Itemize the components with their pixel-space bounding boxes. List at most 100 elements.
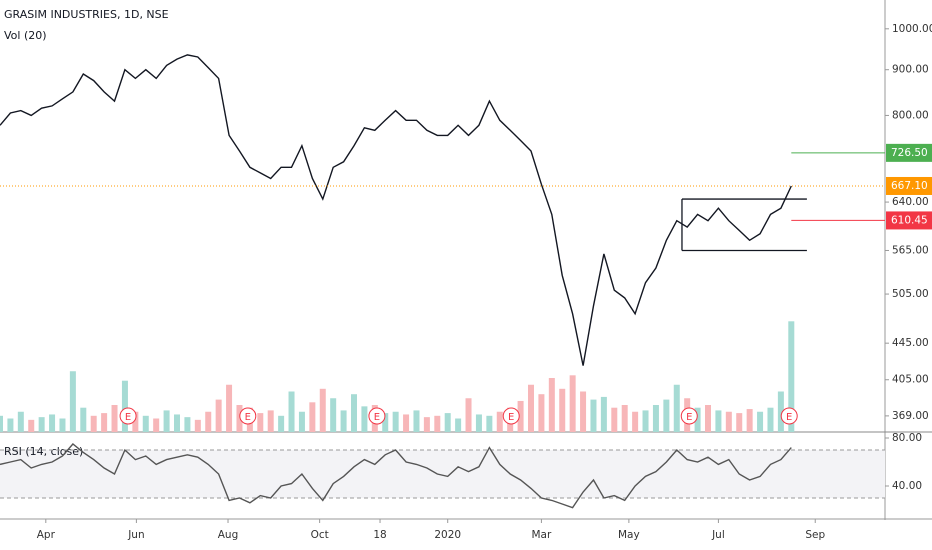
volume-bar — [309, 402, 316, 432]
earnings-marker — [239, 407, 257, 425]
earnings-label: E — [374, 412, 380, 423]
volume-bar — [142, 415, 149, 432]
volume-bar — [382, 413, 389, 432]
volume-bar — [455, 418, 462, 432]
volume-bar — [705, 405, 711, 432]
earnings-label: E — [508, 412, 514, 423]
volume-bar — [49, 414, 56, 432]
x-tick-label: Sep — [805, 529, 825, 541]
volume-bar — [715, 410, 722, 432]
earnings-label: E — [245, 412, 251, 423]
volume-bar — [444, 413, 451, 432]
volume-bar — [17, 411, 24, 432]
volume-bar — [788, 321, 795, 432]
volume-bar — [392, 411, 399, 432]
volume-bar — [652, 405, 659, 432]
volume-bar — [757, 411, 764, 432]
volume-bar — [121, 380, 128, 432]
price-line — [0, 54, 792, 366]
volume-bar — [590, 399, 597, 432]
y-tick-label: 80.00 — [892, 432, 922, 444]
symbol-title: GRASIM INDUSTRIES, 1D, NSE — [4, 8, 169, 21]
volume-bar — [632, 411, 639, 432]
price-label: 667.10 — [891, 180, 928, 192]
earnings-marker — [368, 407, 386, 425]
volume-bar — [28, 419, 35, 432]
volume-bar — [226, 384, 233, 432]
x-tick-label: May — [618, 529, 640, 541]
volume-bar — [205, 411, 212, 432]
volume-bar — [580, 391, 587, 432]
price-label-box — [886, 143, 932, 162]
volume-bar — [434, 415, 441, 432]
volume-bar — [215, 399, 222, 432]
volume-bar — [69, 371, 76, 432]
volume-bar — [59, 418, 66, 432]
volume-bar — [621, 405, 628, 432]
volume-bar — [694, 407, 701, 432]
volume-bar — [288, 391, 295, 432]
volume-bar — [194, 419, 201, 432]
volume-bar — [7, 418, 14, 432]
volume-bar — [330, 398, 337, 432]
x-tick-label: Apr — [37, 529, 56, 541]
volume-bar — [361, 406, 368, 432]
volume-bar — [736, 413, 743, 432]
volume-bar — [90, 415, 97, 432]
y-tick-label: 800.00 — [892, 109, 929, 121]
volume-bar — [559, 388, 566, 432]
volume-bar — [538, 394, 545, 432]
volume-bar — [611, 407, 618, 432]
volume-bar — [101, 413, 108, 432]
volume-bar — [777, 391, 784, 432]
earnings-marker — [502, 407, 520, 425]
volume-bar — [236, 405, 243, 432]
volume-bar — [767, 407, 774, 432]
volume-bar — [153, 418, 160, 432]
earnings-marker — [680, 407, 698, 425]
y-tick-label: 40.00 — [892, 480, 922, 492]
volume-bar — [174, 414, 180, 432]
volume-bar — [257, 413, 264, 432]
volume-bar — [673, 384, 680, 432]
earnings-marker — [119, 407, 137, 425]
volume-bar — [548, 378, 555, 432]
y-tick-label: 900.00 — [892, 64, 929, 76]
volume-bar — [0, 415, 3, 432]
y-tick-label: 1000.00 — [892, 23, 932, 35]
volume-bar — [496, 411, 503, 432]
volume-bar — [725, 411, 732, 432]
earnings-label: E — [125, 412, 131, 423]
volume-bar — [423, 417, 430, 432]
price-label: 726.50 — [891, 147, 928, 159]
price-label-box — [886, 211, 932, 230]
volume-bar — [278, 415, 285, 432]
volume-bar — [184, 417, 191, 432]
volume-bar — [746, 409, 753, 432]
y-tick-label: 505.00 — [892, 288, 929, 300]
x-tick-label: Mar — [532, 529, 552, 541]
price-line — [0, 443, 792, 509]
x-tick-label: Jul — [711, 529, 725, 541]
volume-bar — [413, 410, 420, 432]
volume-bar — [80, 407, 87, 432]
y-tick-label: 445.00 — [892, 337, 929, 349]
volume-bar — [642, 410, 649, 432]
y-tick-label: 640.00 — [892, 196, 929, 208]
volume-bar — [38, 417, 45, 432]
price-label: 610.45 — [891, 214, 928, 226]
volume-bar — [528, 384, 534, 432]
volume-bar — [517, 400, 524, 432]
volume-bar — [319, 388, 326, 432]
volume-legend: Vol (20) — [4, 29, 47, 42]
volume-bar — [486, 415, 493, 432]
x-tick-label: Aug — [218, 529, 239, 541]
volume-bar — [465, 398, 472, 432]
x-tick-label: 2020 — [434, 529, 461, 541]
x-tick-label: 18 — [373, 529, 386, 541]
volume-bar — [111, 405, 118, 432]
volume-bar — [163, 410, 170, 432]
x-tick-label: Jun — [127, 529, 144, 541]
volume-bar — [569, 375, 576, 432]
